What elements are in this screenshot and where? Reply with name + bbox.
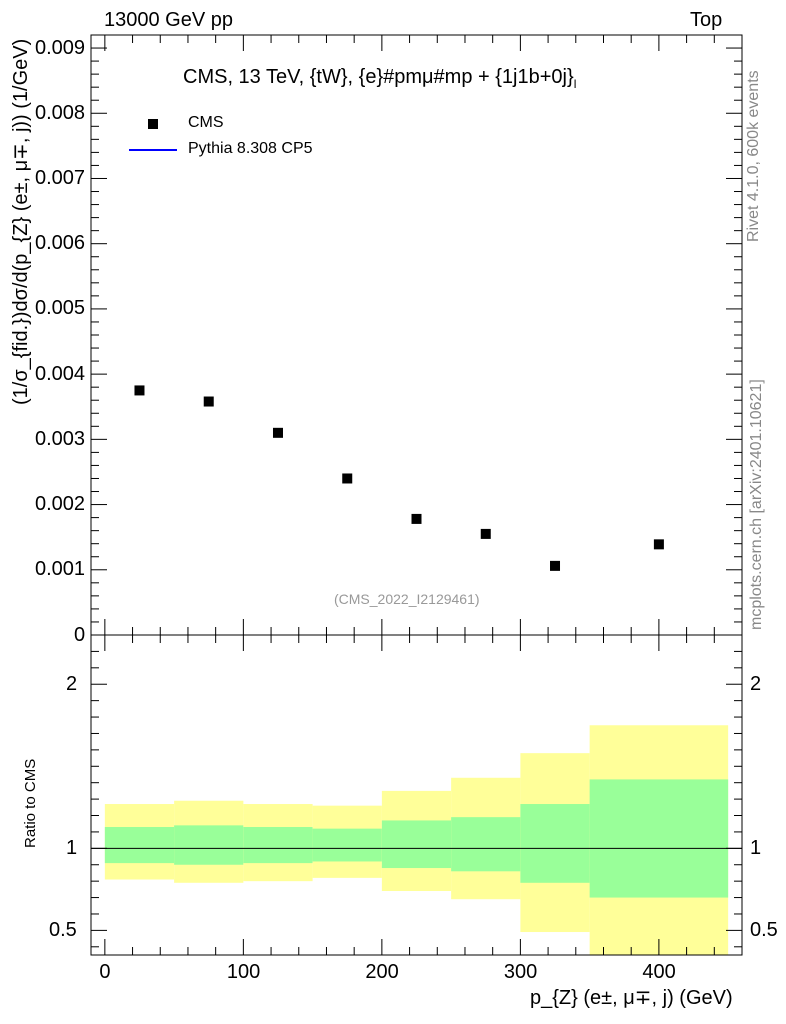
legend-label-pythia: Pythia 8.308 CP5 bbox=[188, 140, 313, 157]
x-axis-label: p_{Z} (e±, μ∓, j) (GeV) bbox=[530, 987, 733, 1009]
ratio-axes bbox=[90, 634, 743, 956]
legend-marks bbox=[129, 119, 177, 151]
ratio-ytick-label-left-2: 2 bbox=[66, 672, 78, 695]
band-inner-6 bbox=[520, 804, 590, 883]
ratio-frame bbox=[90, 634, 743, 956]
main-ytick-label-2: 0.002 bbox=[35, 493, 86, 516]
legend-marker-cms bbox=[148, 119, 158, 129]
main-ytick-label-4: 0.004 bbox=[35, 362, 86, 385]
data-point-6 bbox=[550, 560, 561, 571]
ratio-ytick-label-right-0: 0.5 bbox=[750, 918, 778, 941]
header-right: Top bbox=[690, 9, 723, 31]
data-point-4 bbox=[411, 513, 422, 524]
rivet-label: Rivet 4.1.0, 600k events bbox=[745, 70, 762, 242]
ratio-ytick-label-left-1: 1 bbox=[66, 836, 78, 859]
ratio-xtick-label-2: 200 bbox=[365, 960, 399, 983]
main-ytick-label-1: 0.001 bbox=[35, 558, 86, 581]
ratio-bands bbox=[104, 725, 729, 955]
data-point-2 bbox=[272, 427, 283, 438]
main-ytick-label-9: 0.009 bbox=[35, 36, 86, 59]
data-point-3 bbox=[342, 473, 353, 484]
main-ytick-label-5: 0.005 bbox=[35, 297, 86, 320]
ratio-xtick-label-4: 400 bbox=[642, 960, 676, 983]
band-inner-2 bbox=[243, 827, 313, 864]
main-y-axis-label: (1/σ_{fid.})dσ/d(p_{Z} (e±, μ∓, j)) (1/G… bbox=[10, 38, 32, 405]
chart-title-text: CMS, 13 TeV, {tW}, {e}#pmμ#mp + {1j1b+0j… bbox=[183, 66, 574, 88]
ratio-y-axis-label: Ratio to CMS bbox=[22, 758, 39, 848]
main-ytick-label-8: 0.008 bbox=[35, 101, 86, 124]
main-ytick-label-3: 0.003 bbox=[35, 427, 86, 450]
main-ytick-label-7: 0.007 bbox=[35, 166, 86, 189]
ratio-xtick-label-3: 300 bbox=[503, 960, 538, 983]
chart-title: CMS, 13 TeV, {tW}, {e}#pmμ#mp + {1j1b+0j… bbox=[183, 66, 576, 91]
chart-title-subscript: l bbox=[573, 77, 577, 91]
data-point-0 bbox=[134, 385, 145, 396]
ratio-ytick-label-left-0: 0.5 bbox=[49, 918, 77, 941]
header-left: 13000 GeV pp bbox=[104, 9, 233, 31]
data-point-7 bbox=[653, 539, 664, 550]
analysis-tag: (CMS_2022_I2129461) bbox=[334, 591, 480, 607]
main-ytick-label-0: 0 bbox=[74, 623, 86, 646]
band-inner-0 bbox=[104, 827, 175, 864]
band-inner-1 bbox=[174, 825, 244, 865]
data-point-1 bbox=[203, 396, 214, 407]
ratio-xtick-label-1: 100 bbox=[226, 960, 261, 983]
data-points bbox=[134, 385, 664, 571]
ratio-ytick-label-right-1: 1 bbox=[750, 836, 762, 859]
band-inner-3 bbox=[312, 828, 382, 862]
band-inner-7 bbox=[589, 779, 729, 898]
ratio-xtick-label-0: 0 bbox=[99, 960, 111, 983]
ratio-ytick-label-right-2: 2 bbox=[750, 672, 762, 695]
legend-label-cms: CMS bbox=[188, 114, 224, 131]
band-inner-4 bbox=[381, 820, 452, 869]
source-label: mcplots.cern.ch [arXiv:2401.10621] bbox=[748, 379, 765, 630]
band-inner-5 bbox=[451, 817, 521, 872]
data-point-5 bbox=[480, 528, 491, 539]
main-ytick-label-6: 0.006 bbox=[35, 232, 86, 255]
